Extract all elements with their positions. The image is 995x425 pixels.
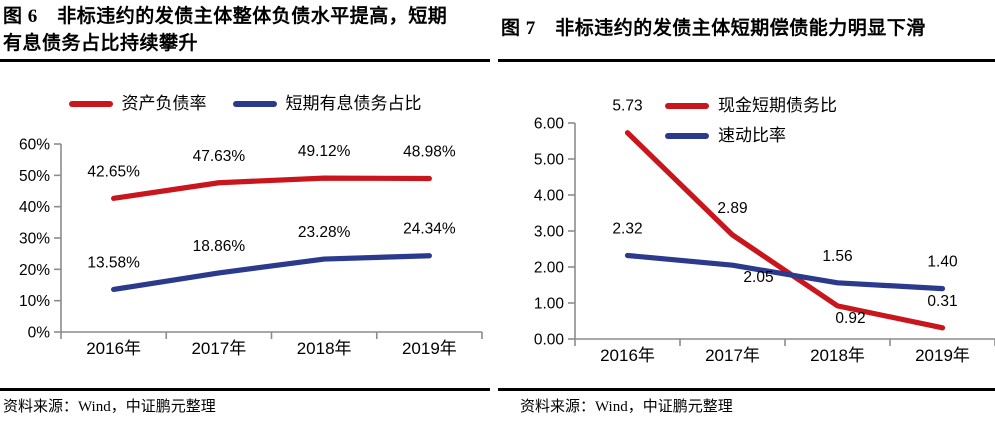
figure6-source: 资料来源：Wind，中证鹏元整理	[3, 399, 216, 415]
x-tick-label: 2017年	[191, 339, 246, 358]
figure7-header: 图 7 非标违约的发债主体短期偿债能力明显下滑	[498, 0, 995, 62]
y-tick-label: 4.00	[534, 188, 565, 205]
y-tick-label: 60%	[19, 137, 50, 154]
y-tick-label: 20%	[19, 262, 50, 279]
data-label: 1.56	[822, 248, 852, 265]
data-label: 48.98%	[403, 144, 456, 161]
x-tick-label: 2019年	[402, 339, 457, 358]
series-line-1	[624, 252, 946, 292]
data-label: 1.40	[927, 254, 958, 271]
data-label: 49.12%	[298, 143, 351, 160]
x-tick-label: 2018年	[810, 346, 865, 365]
axes	[54, 143, 483, 339]
y-tick-label: 10%	[19, 293, 50, 310]
legend-swatch-red-line	[665, 103, 709, 109]
data-label: 0.31	[927, 293, 957, 310]
figure6-panel: 图 6 非标违约的发债主体整体负债水平提高，短期有息债务占比持续攀升 0% 10%…	[0, 0, 490, 425]
figure7-source: 资料来源：Wind，中证鹏元整理	[520, 399, 733, 415]
figure7-plot: 0.00 1.00 2.00 3.00 4.00 5.00 6.00 2016年 2017年 20…	[534, 98, 995, 366]
axis-labels: 0% 10% 20% 30% 40% 50% 60% 2016年 2017年 2018年 2019年	[19, 137, 457, 359]
legend-label: 资产负债率	[121, 94, 207, 113]
y-tick-label: 50%	[19, 168, 50, 185]
figure7-footer: 资料来源：Wind，中证鹏元整理	[498, 388, 995, 425]
legend-item-quick-ratio: 速动比率	[665, 124, 837, 148]
figure7-chart: 0.00 1.00 2.00 3.00 4.00 5.00 6.00 2016年 2017年 20…	[498, 62, 995, 388]
series-line-1	[111, 253, 432, 293]
data-label: 5.73	[612, 98, 642, 115]
legend-swatch-red-line	[68, 101, 113, 107]
figure6-header: 图 6 非标违约的发债主体整体负债水平提高，短期有息债务占比持续攀升	[0, 0, 490, 62]
y-tick-label: 3.00	[534, 224, 565, 241]
series-line-0	[111, 175, 432, 201]
figure7-legend: 现金短期债务比 速动比率	[665, 94, 837, 148]
figure6-footer: 资料来源：Wind，中证鹏元整理	[0, 388, 490, 425]
data-label: 23.28%	[298, 224, 351, 241]
legend-item-cash-short-debt-ratio: 现金短期债务比	[665, 94, 837, 118]
figure6-title: 图 6 非标违约的发债主体整体负债水平提高，短期有息债务占比持续攀升	[3, 6, 448, 54]
legend-item-asset-liability-ratio: 资产负债率	[68, 92, 207, 116]
y-tick-label: 0.00	[534, 332, 565, 349]
x-tick-label: 2019年	[915, 346, 970, 365]
data-label: 2.32	[612, 220, 642, 237]
x-tick-label: 2016年	[86, 339, 141, 358]
legend-item-short-term-debt-share: 短期有息债务占比	[232, 92, 422, 116]
data-label: 2.89	[717, 200, 747, 217]
figure6-legend: 资产负债率 短期有息债务占比	[0, 92, 490, 116]
figure7-panel: 图 7 非标违约的发债主体短期偿债能力明显下滑 0.00 1.00 2.00 3.00…	[498, 0, 995, 425]
figure6-chart: 0% 10% 20% 30% 40% 50% 60% 2016年 2017年 2018年 2019年…	[0, 62, 490, 388]
legend-swatch-blue-line	[665, 133, 709, 139]
axes	[568, 122, 995, 346]
figure7-title: 图 7 非标违约的发债主体短期偿债能力明显下滑	[501, 18, 926, 40]
legend-label: 现金短期债务比	[718, 96, 837, 115]
y-tick-label: 5.00	[534, 152, 565, 169]
legend-label: 短期有息债务占比	[285, 94, 422, 113]
x-tick-label: 2016年	[600, 346, 655, 365]
y-tick-label: 40%	[19, 199, 50, 216]
x-tick-label: 2018年	[297, 339, 352, 358]
y-tick-label: 2.00	[534, 260, 565, 277]
series-line-0	[624, 130, 946, 331]
y-tick-label: 6.00	[534, 116, 565, 133]
data-label: 2.05	[743, 269, 773, 286]
data-label: 18.86%	[193, 238, 246, 255]
data-label: 0.92	[835, 310, 865, 327]
figure6-plot: 0% 10% 20% 30% 40% 50% 60% 2016年 2017年 2018年 2019年…	[19, 137, 483, 359]
axis-labels: 0.00 1.00 2.00 3.00 4.00 5.00 6.00 2016年 2017年 20…	[534, 116, 970, 366]
y-tick-label: 0%	[28, 325, 51, 342]
y-tick-label: 1.00	[534, 296, 565, 313]
x-tick-label: 2017年	[705, 346, 760, 365]
legend-swatch-blue-line	[232, 101, 277, 107]
data-label: 24.34%	[403, 221, 456, 238]
legend-label: 速动比率	[718, 126, 786, 145]
data-label: 13.58%	[87, 254, 140, 271]
data-label: 42.65%	[87, 163, 140, 180]
y-tick-label: 30%	[19, 231, 50, 248]
data-label: 47.63%	[193, 148, 246, 165]
